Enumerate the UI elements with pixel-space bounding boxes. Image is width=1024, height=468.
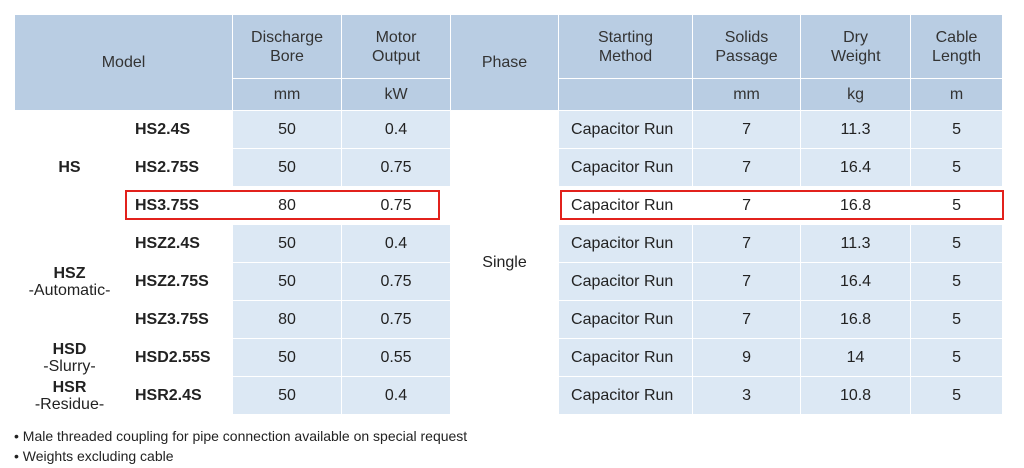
unit-solids-passage: mm bbox=[692, 78, 802, 111]
weight-cell: 14 bbox=[800, 338, 912, 377]
cable-cell: 5 bbox=[910, 224, 1004, 263]
cable-cell: 5 bbox=[910, 186, 1004, 225]
model-cell: HS3.75S bbox=[123, 186, 234, 225]
model-cell: HS2.4S bbox=[123, 110, 234, 149]
spec-table: Model Discharge Bore Motor Output Phase … bbox=[13, 14, 1004, 415]
model-cell: HS2.75S bbox=[123, 148, 234, 187]
weight-cell: 11.3 bbox=[800, 110, 912, 149]
series-cell-hsr: HSR -Residue- bbox=[14, 376, 125, 415]
method-cell: Capacitor Run bbox=[558, 338, 694, 377]
series-sub: -Slurry- bbox=[43, 357, 96, 375]
solids-cell: 7 bbox=[692, 262, 802, 301]
table-row: HSZ3.75S 80 0.75 Capacitor Run 7 16.8 5 bbox=[15, 300, 1004, 339]
output-cell: 0.75 bbox=[341, 262, 452, 301]
method-cell: Capacitor Run bbox=[558, 148, 694, 187]
output-cell: 0.4 bbox=[341, 376, 452, 415]
weight-cell: 16.8 bbox=[800, 300, 912, 339]
bore-cell: 50 bbox=[232, 338, 343, 377]
bore-cell: 50 bbox=[232, 110, 343, 149]
output-cell: 0.4 bbox=[341, 110, 452, 149]
method-cell: Capacitor Run bbox=[558, 110, 694, 149]
table-row: HS2.75S 50 0.75 Capacitor Run 7 16.4 5 bbox=[15, 148, 1004, 187]
table-row: HSR -Residue- HSR2.4S 50 0.4 Capacitor Ru… bbox=[14, 376, 1004, 415]
cable-cell: 5 bbox=[910, 110, 1004, 149]
series-sub: -Automatic- bbox=[28, 281, 111, 299]
table-row: HS HS2.4S 50 0.4 Single Capacitor Run 7 … bbox=[14, 110, 1004, 415]
output-cell: 0.4 bbox=[341, 224, 452, 263]
footnote: • Weights excluding cable bbox=[14, 448, 174, 464]
table-row: HSZ2.75S 50 0.75 Capacitor Run 7 16.4 5 bbox=[15, 262, 1004, 301]
series-cell-hsd: HSD -Slurry- bbox=[14, 338, 125, 377]
cable-cell: 5 bbox=[910, 338, 1004, 377]
bore-cell: 50 bbox=[232, 148, 343, 187]
unit-dry-weight: kg bbox=[800, 78, 912, 111]
weight-cell: 10.8 bbox=[800, 376, 912, 415]
output-cell: 0.75 bbox=[341, 148, 452, 187]
method-cell: Capacitor Run bbox=[558, 376, 694, 415]
unit-motor-output: kW bbox=[341, 78, 452, 111]
solids-cell: 9 bbox=[692, 338, 802, 377]
weight-cell: 16.4 bbox=[800, 262, 912, 301]
method-cell: Capacitor Run bbox=[558, 186, 694, 225]
bore-cell: 50 bbox=[232, 262, 343, 301]
series-cell-hsz: HSZ -Automatic- bbox=[14, 224, 125, 339]
series-name: HSZ bbox=[53, 264, 86, 282]
solids-cell: 7 bbox=[692, 300, 802, 339]
cable-cell: 5 bbox=[910, 262, 1004, 301]
unit-starting-method bbox=[558, 78, 694, 111]
header-starting-method: Starting Method bbox=[558, 14, 694, 79]
header-model: Model bbox=[13, 14, 234, 111]
header-discharge-bore: Discharge Bore bbox=[232, 14, 343, 79]
series-name: HSR bbox=[52, 378, 87, 396]
model-cell: HSZ2.75S bbox=[123, 262, 234, 301]
phase-cell: Single bbox=[450, 110, 560, 415]
bore-cell: 50 bbox=[232, 376, 343, 415]
weight-cell: 11.3 bbox=[800, 224, 912, 263]
model-cell: HSD2.55S bbox=[123, 338, 234, 377]
header-solids-passage: Solids Passage bbox=[692, 14, 802, 79]
method-cell: Capacitor Run bbox=[558, 262, 694, 301]
solids-cell: 7 bbox=[692, 224, 802, 263]
cable-cell: 5 bbox=[910, 300, 1004, 339]
cable-cell: 5 bbox=[910, 376, 1004, 415]
series-name: HSD bbox=[52, 340, 87, 358]
model-cell: HSR2.4S bbox=[123, 376, 234, 415]
method-cell: Capacitor Run bbox=[558, 300, 694, 339]
header-dry-weight: Dry Weight bbox=[800, 14, 912, 79]
method-cell: Capacitor Run bbox=[558, 224, 694, 263]
footnotes: • Male threaded coupling for pipe connec… bbox=[14, 426, 467, 466]
output-cell: 0.75 bbox=[341, 300, 452, 339]
model-cell: HSZ2.4S bbox=[123, 224, 234, 263]
header-phase: Phase bbox=[450, 14, 560, 111]
solids-cell: 3 bbox=[692, 376, 802, 415]
table-row: HSZ -Automatic- HSZ2.4S 50 0.4 Capacitor … bbox=[14, 224, 1004, 339]
cable-cell: 5 bbox=[910, 148, 1004, 187]
model-cell: HSZ3.75S bbox=[123, 300, 234, 339]
header-motor-output: Motor Output bbox=[341, 14, 452, 79]
series-cell-hs: HS bbox=[14, 110, 125, 225]
solids-cell: 7 bbox=[692, 110, 802, 149]
weight-cell: 16.4 bbox=[800, 148, 912, 187]
output-cell: 0.75 bbox=[341, 186, 452, 225]
bore-cell: 80 bbox=[232, 300, 343, 339]
solids-cell: 7 bbox=[692, 148, 802, 187]
series-sub: -Residue- bbox=[34, 395, 105, 413]
weight-cell: 16.8 bbox=[800, 186, 912, 225]
table-row: HSD -Slurry- HSD2.55S 50 0.55 Capacitor R… bbox=[14, 338, 1004, 377]
unit-cable-length: m bbox=[910, 78, 1004, 111]
bore-cell: 50 bbox=[232, 224, 343, 263]
bore-cell: 80 bbox=[232, 186, 343, 225]
solids-cell: 7 bbox=[692, 186, 802, 225]
header-cable-length: Cable Length bbox=[910, 14, 1004, 79]
series-name: HS bbox=[58, 159, 81, 176]
unit-discharge-bore: mm bbox=[232, 78, 343, 111]
output-cell: 0.55 bbox=[341, 338, 452, 377]
footnote: • Male threaded coupling for pipe connec… bbox=[14, 428, 468, 444]
